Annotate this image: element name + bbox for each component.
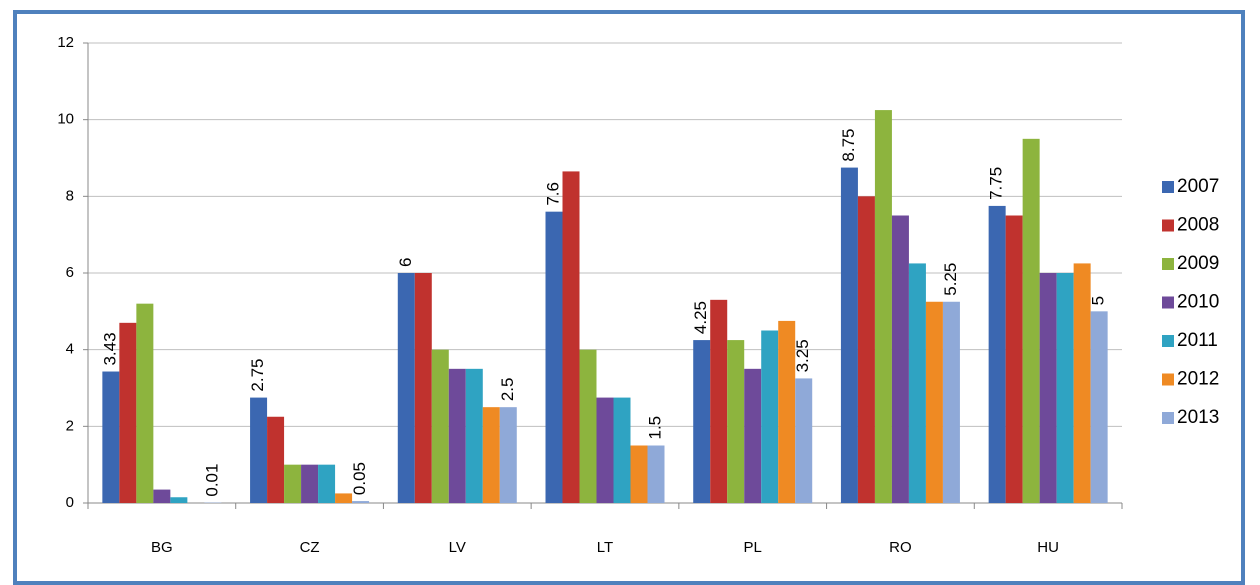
bar [301, 464, 319, 503]
bar [647, 445, 665, 503]
data-label: 4.25 [691, 301, 710, 334]
legend-label: 2009 [1177, 253, 1219, 274]
legend-label: 2010 [1177, 292, 1219, 313]
bar [727, 340, 745, 503]
bar [250, 397, 268, 503]
data-label: 0.05 [350, 462, 369, 495]
legend-label: 2013 [1177, 407, 1219, 428]
bar [1073, 263, 1091, 503]
bar [431, 349, 449, 503]
data-label: 7.75 [987, 167, 1006, 200]
data-label: 1.5 [645, 416, 664, 440]
bar [499, 407, 517, 503]
bar [397, 273, 415, 503]
legend-swatch [1162, 219, 1174, 232]
bar [579, 349, 597, 503]
data-label: 6 [396, 258, 415, 267]
bar [136, 303, 154, 503]
legend-swatch [1162, 373, 1174, 386]
bar [318, 464, 336, 503]
bar [630, 445, 648, 503]
x-tick-label: LT [597, 539, 613, 556]
bar [1090, 311, 1108, 503]
bar [1039, 273, 1057, 503]
bar [795, 378, 813, 503]
bar [761, 330, 779, 503]
bar [874, 110, 892, 503]
bar [942, 301, 960, 503]
bar [778, 320, 796, 503]
x-tick-label: LV [449, 539, 466, 556]
bar [1056, 273, 1074, 503]
bar [102, 371, 120, 503]
bar [988, 205, 1006, 503]
legend-swatch [1162, 412, 1174, 424]
bar [448, 368, 466, 503]
bar [267, 416, 285, 503]
data-label: 7.6 [543, 182, 562, 206]
y-tick-label: 4 [66, 341, 74, 358]
bar [891, 215, 909, 503]
x-tick-label: PL [744, 539, 762, 556]
bar [840, 167, 858, 504]
y-tick-label: 8 [66, 187, 74, 204]
bar [1022, 138, 1040, 504]
bar [562, 171, 580, 503]
data-label: 3.25 [793, 339, 812, 372]
bar [119, 322, 137, 503]
bar [925, 301, 943, 503]
data-label: 2.5 [498, 378, 517, 402]
data-label: 5 [1089, 296, 1108, 305]
bar [710, 299, 728, 503]
legend-label: 2011 [1177, 330, 1218, 351]
bar [613, 397, 631, 503]
bar [170, 497, 188, 503]
x-tick-label: RO [889, 539, 912, 556]
bar [153, 489, 171, 503]
y-tick-label: 6 [66, 264, 74, 281]
legend-swatch [1162, 335, 1174, 347]
x-tick-label: BG [151, 539, 173, 556]
data-label: 8.75 [839, 128, 858, 161]
y-tick-label: 12 [57, 34, 74, 51]
bar [857, 196, 875, 504]
legend-swatch [1162, 258, 1174, 270]
bar [744, 368, 762, 503]
bar [693, 340, 711, 503]
y-tick-label: 2 [66, 417, 74, 434]
bar [596, 397, 614, 503]
bar [908, 263, 926, 503]
data-label: 0.01 [202, 464, 221, 497]
data-label: 2.75 [248, 358, 267, 391]
bar [414, 273, 432, 503]
legend-label: 2007 [1177, 176, 1219, 197]
legend-swatch [1162, 296, 1174, 309]
bar [1005, 215, 1023, 503]
x-tick-label: CZ [300, 539, 320, 556]
y-tick-label: 0 [66, 494, 74, 511]
bar [465, 368, 483, 503]
bar [284, 464, 302, 503]
y-tick-label: 10 [57, 111, 74, 128]
bar [352, 501, 370, 503]
data-label: 3.43 [100, 332, 119, 365]
bar [335, 493, 353, 503]
legend-swatch [1162, 181, 1174, 193]
legend-label: 2008 [1177, 215, 1219, 236]
data-label: 5.25 [941, 263, 960, 296]
x-tick-label: HU [1037, 539, 1059, 556]
bar [545, 211, 563, 503]
bar [482, 407, 500, 503]
legend-label: 2012 [1177, 369, 1219, 390]
